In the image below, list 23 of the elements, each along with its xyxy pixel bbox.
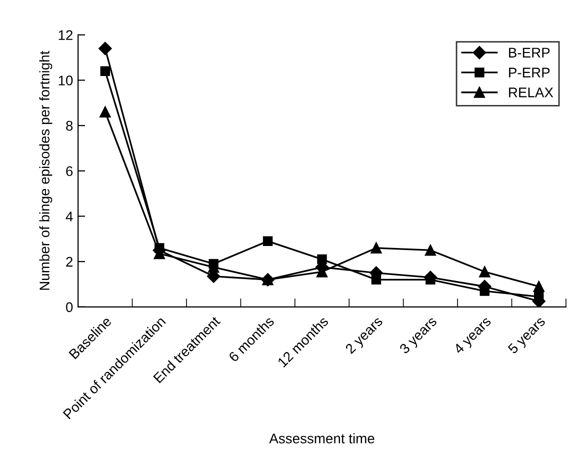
y-tick-label: 0 xyxy=(66,302,73,312)
y-tick-label: 2 xyxy=(66,256,73,267)
point xyxy=(100,66,110,76)
legend-label: RELAX xyxy=(509,88,554,98)
y-tick-label: 10 xyxy=(58,76,73,86)
point xyxy=(371,274,382,285)
legend-label: P-ERP xyxy=(509,68,550,78)
point xyxy=(317,254,327,264)
legend-label: B-ERP xyxy=(509,48,550,58)
point xyxy=(426,274,436,285)
point xyxy=(424,244,436,256)
point xyxy=(533,280,544,292)
y-tick-label: 4 xyxy=(66,212,73,222)
point xyxy=(100,106,111,118)
point xyxy=(98,42,112,56)
y-axis-title: Number of binge episodes per fortnight xyxy=(39,50,52,290)
point xyxy=(370,242,382,254)
y-tick-label: 8 xyxy=(66,120,73,131)
x-axis-title: Assessment time xyxy=(269,433,374,444)
point xyxy=(479,266,490,278)
y-tick-label: 6 xyxy=(66,166,73,176)
y-tick-label: 12 xyxy=(58,30,73,40)
point xyxy=(262,236,273,246)
